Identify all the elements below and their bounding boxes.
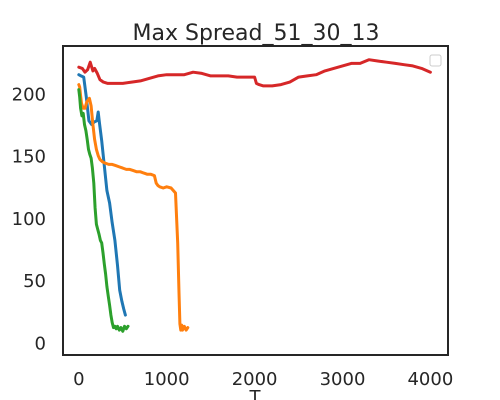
plot-frame: [63, 46, 448, 355]
y-axis: 0 50 100 150 200: [12, 84, 46, 354]
y-tick-label: 100: [12, 209, 46, 230]
series-line-4: [79, 60, 431, 86]
legend-box: [430, 55, 441, 66]
x-tick-label: 0: [73, 369, 84, 390]
y-tick-label: 150: [12, 147, 46, 168]
chart-title: Max Spread_51_30_13: [133, 21, 380, 46]
y-tick-label: 200: [12, 84, 46, 105]
x-tick-label: 4000: [407, 369, 453, 390]
x-axis: 0 1000 2000 3000 4000: [73, 369, 453, 390]
series-line-1: [79, 75, 126, 315]
y-tick-label: 0: [35, 334, 46, 355]
plot-area: [79, 60, 431, 332]
x-axis-label: T: [249, 387, 262, 400]
y-tick-label: 50: [23, 271, 46, 292]
x-tick-label: 1000: [144, 369, 190, 390]
x-tick-label: 3000: [320, 369, 366, 390]
